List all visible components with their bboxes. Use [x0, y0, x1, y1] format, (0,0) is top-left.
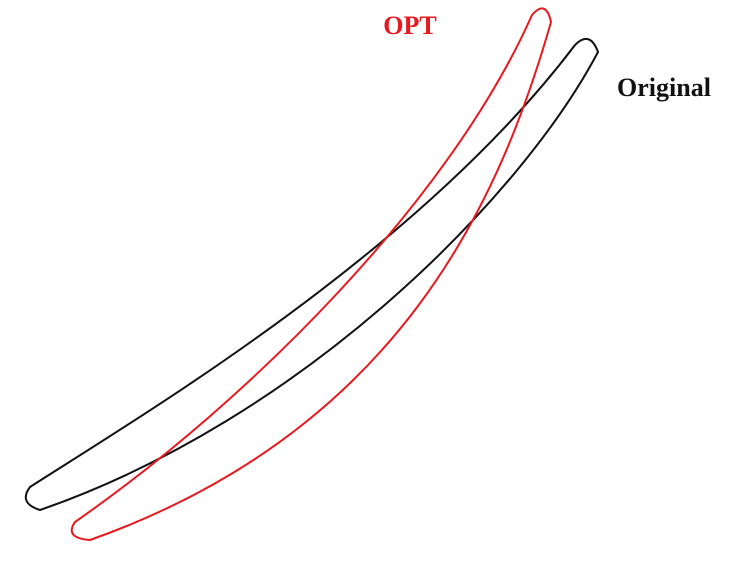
- opt-profile: [70, 7, 553, 542]
- original-profile: [24, 37, 600, 512]
- original-label: Original: [617, 73, 711, 102]
- opt-label: OPT: [383, 11, 436, 40]
